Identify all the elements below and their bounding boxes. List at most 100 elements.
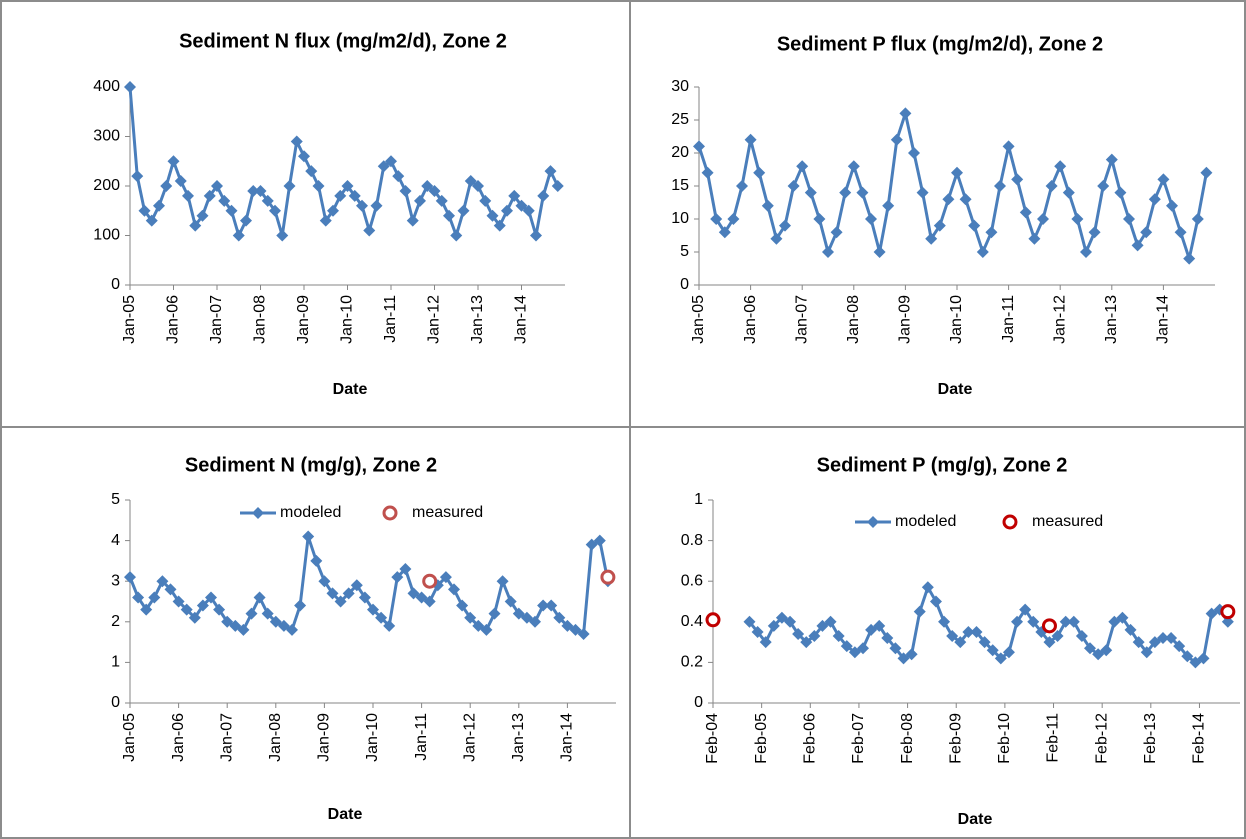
point <box>792 627 805 640</box>
point <box>873 619 886 632</box>
x-tick-label: Jan-08 <box>252 295 269 344</box>
point <box>310 554 323 567</box>
point <box>180 603 193 616</box>
point <box>830 226 843 239</box>
x-axis-label: Date <box>333 381 368 398</box>
point <box>1148 193 1161 206</box>
point <box>261 607 274 620</box>
x-tick-label: Feb-11 <box>1045 713 1062 763</box>
point <box>986 644 999 657</box>
point <box>501 204 513 217</box>
x-tick-label: Feb-05 <box>753 713 770 764</box>
legend-marker <box>867 516 879 528</box>
x-tick-label: Jan-06 <box>742 295 759 344</box>
chart-title: Sediment N flux (mg/m2/d), Zone 2 <box>179 30 507 52</box>
point <box>140 603 153 616</box>
point <box>751 625 764 638</box>
point <box>334 595 347 608</box>
point <box>1019 206 1032 219</box>
point <box>377 160 390 173</box>
point <box>515 199 528 212</box>
point <box>1131 239 1144 252</box>
point <box>577 627 590 640</box>
point <box>1059 615 1072 628</box>
point <box>156 575 169 588</box>
point <box>743 615 756 628</box>
point <box>753 166 766 179</box>
point <box>600 569 616 585</box>
point <box>925 232 938 245</box>
point <box>218 194 231 207</box>
point <box>472 180 484 192</box>
point <box>1166 199 1178 212</box>
x-tick-label: Jan-06 <box>170 713 187 762</box>
point <box>1221 615 1234 628</box>
point <box>383 619 396 632</box>
point <box>701 166 714 179</box>
point <box>1011 173 1024 186</box>
x-tick-label: Jan-07 <box>208 295 225 344</box>
point <box>1045 180 1058 192</box>
point <box>428 184 441 197</box>
point <box>822 246 834 258</box>
point <box>1200 166 1213 179</box>
point <box>385 155 397 168</box>
y-tick-label: 5 <box>111 491 120 508</box>
point <box>512 607 525 620</box>
point <box>804 186 817 199</box>
y-tick-label: 30 <box>671 78 689 95</box>
point <box>1205 607 1218 620</box>
point <box>269 204 281 217</box>
y-tick-label: 200 <box>93 177 120 194</box>
x-tick-label: Feb-14 <box>1191 713 1208 764</box>
point <box>298 150 310 163</box>
x-tick-label: Feb-13 <box>1142 713 1159 764</box>
y-tick-label: 0.8 <box>681 532 703 549</box>
point <box>391 571 404 584</box>
point <box>367 603 379 616</box>
point <box>290 135 303 148</box>
point <box>1108 615 1121 628</box>
point <box>334 189 347 202</box>
point <box>240 214 252 227</box>
point <box>423 595 436 608</box>
y-tick-label: 2 <box>111 613 120 630</box>
point <box>167 155 180 168</box>
point <box>370 199 383 212</box>
point <box>132 591 145 604</box>
point <box>1157 173 1170 186</box>
point <box>1002 646 1015 659</box>
point <box>759 636 772 649</box>
point <box>1116 611 1129 624</box>
point <box>839 186 852 199</box>
point <box>247 184 260 197</box>
x-tick-label: Jan-11 <box>382 295 399 343</box>
y-tick-label: 0.6 <box>681 572 703 589</box>
y-tick-label: 0.2 <box>681 654 703 671</box>
point <box>1220 604 1236 620</box>
point <box>422 573 438 589</box>
point <box>145 214 158 227</box>
point <box>221 615 234 628</box>
x-tick-label: Jan-13 <box>469 295 486 344</box>
chart-title: Sediment P (mg/g), Zone 2 <box>817 454 1068 476</box>
point <box>899 107 912 120</box>
point <box>225 204 238 217</box>
point <box>544 165 557 178</box>
x-tick-label: Feb-07 <box>850 713 867 764</box>
point <box>286 623 298 636</box>
point <box>775 611 788 624</box>
y-tick-label: 0 <box>111 694 120 711</box>
point <box>1165 632 1178 645</box>
point <box>848 646 861 659</box>
point <box>954 636 967 649</box>
point <box>994 180 1006 192</box>
point <box>182 189 194 202</box>
point <box>1088 226 1101 239</box>
point <box>342 587 355 600</box>
point <box>1041 618 1057 634</box>
point <box>196 599 209 612</box>
point <box>551 180 564 192</box>
x-tick-label: Jan-09 <box>295 295 312 344</box>
legend-label: modeled <box>280 504 341 521</box>
